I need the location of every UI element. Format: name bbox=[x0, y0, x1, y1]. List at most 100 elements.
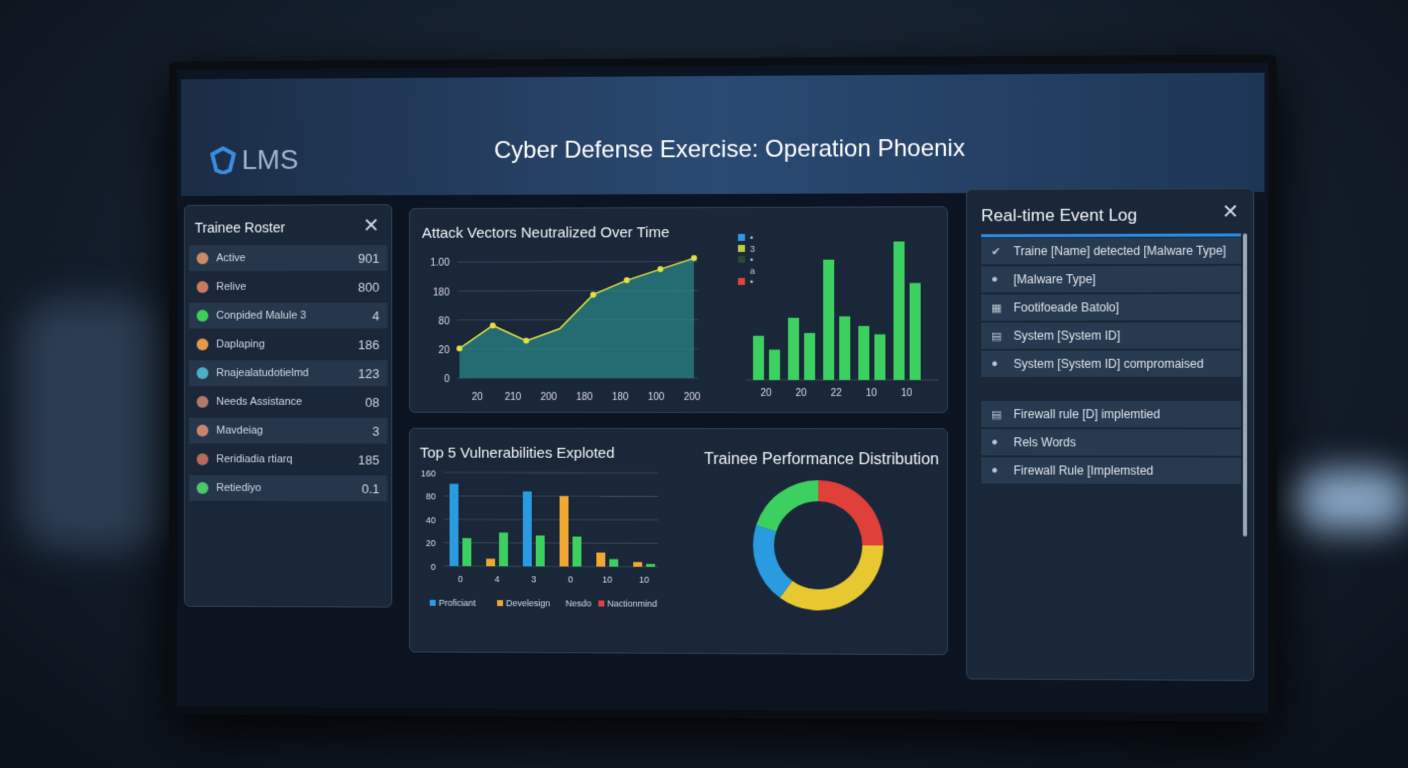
x-tick-label: 180 bbox=[612, 392, 629, 403]
bottom-charts-panel: Top 5 Vulnerabilities Exploted Trainee P… bbox=[409, 427, 948, 656]
roster-item-value: 901 bbox=[358, 250, 380, 266]
user-icon: ● bbox=[991, 464, 999, 477]
legend-label: Proficiant bbox=[439, 598, 477, 608]
roster-item[interactable]: Rnajealatudotielmd 123 bbox=[188, 360, 388, 387]
roster-item[interactable]: Retiediyo 0.1 bbox=[188, 475, 388, 502]
event-log-scrollbar[interactable] bbox=[1242, 233, 1248, 537]
avatar-icon bbox=[196, 281, 209, 293]
x-tick-label: 10 bbox=[901, 388, 913, 399]
background-blur bbox=[20, 300, 170, 550]
donut-slice bbox=[779, 545, 884, 611]
avatar-icon bbox=[196, 309, 209, 322]
data-point bbox=[623, 277, 630, 284]
logo-text: LMS bbox=[241, 143, 299, 175]
attack-area-chart: 0 20 80 180 1.00 20 210 200 180 180 100 200 bbox=[430, 238, 701, 403]
user-icon: ● bbox=[991, 436, 999, 449]
roster-item-label: Conpided Malule 3 bbox=[216, 309, 307, 322]
event-text: [Malware Type] bbox=[1013, 272, 1096, 287]
roster-close-button[interactable]: ✕ bbox=[362, 215, 380, 238]
x-tick-label: 10 bbox=[602, 575, 612, 585]
event-log-item[interactable]: ▤ System [System ID] bbox=[981, 322, 1241, 349]
monitor-screen: LMS Cyber Defense Exercise: Operation Ph… bbox=[169, 54, 1277, 722]
donut-slice bbox=[818, 480, 884, 546]
roster-item[interactable]: Mavdeiag 3 bbox=[188, 417, 388, 444]
legend-label: Nesdo bbox=[566, 598, 592, 608]
legend-label: • bbox=[750, 277, 753, 287]
event-log-item[interactable]: ● Rels Words bbox=[981, 429, 1241, 456]
avatar-icon bbox=[196, 453, 209, 466]
roster-item[interactable]: Conpided Malule 3 4 bbox=[188, 302, 388, 329]
bar bbox=[633, 562, 643, 567]
legend-label: • bbox=[750, 255, 753, 265]
roster-item-label: Active bbox=[216, 252, 246, 265]
legend-swatch bbox=[737, 244, 745, 252]
roster-item-value: 0.1 bbox=[361, 480, 380, 496]
x-tick-label: 200 bbox=[540, 392, 557, 403]
bar bbox=[647, 564, 656, 568]
event-log-item[interactable]: ● System [System ID] compromaised bbox=[981, 350, 1241, 377]
event-log-item[interactable]: ● Firewall Rule [Implemsted bbox=[981, 457, 1241, 484]
roster-item[interactable]: Daplaping 186 bbox=[189, 331, 388, 357]
x-tick-label: 4 bbox=[495, 574, 500, 584]
donut-slice bbox=[753, 525, 793, 598]
roster-item-value: 3 bbox=[372, 423, 380, 439]
roster-item-label: Mavdeiag bbox=[216, 424, 264, 437]
bar bbox=[462, 538, 472, 567]
bar bbox=[752, 335, 764, 380]
legend-label: Nactionmind bbox=[607, 599, 657, 609]
event-log-item[interactable]: ▦ Footifoeade Batolo] bbox=[981, 294, 1241, 321]
event-log-close-button[interactable]: ✕ bbox=[1221, 201, 1239, 224]
x-tick-label: 10 bbox=[866, 388, 878, 399]
x-tick-label: 210 bbox=[505, 392, 522, 403]
event-text: Traine [Name] detected [Malware Type] bbox=[1013, 243, 1227, 259]
y-tick-label: 20 bbox=[426, 539, 436, 549]
x-tick-label: 100 bbox=[648, 392, 665, 403]
bar bbox=[596, 552, 606, 567]
gridline bbox=[444, 519, 658, 520]
bar bbox=[804, 332, 816, 380]
performance-donut-chart bbox=[753, 480, 884, 611]
roster-item-label: Rnajealatudotielmd bbox=[216, 367, 309, 380]
bar bbox=[768, 349, 780, 380]
roster-item[interactable]: Reridiadia rtiarq 185 bbox=[189, 446, 388, 472]
roster-item-value: 4 bbox=[372, 308, 380, 323]
event-log-panel: Real-time Event Log ✕ ✔ Traine [Name] det… bbox=[966, 187, 1255, 682]
roster-item-value: 185 bbox=[358, 452, 380, 467]
bar bbox=[874, 334, 886, 380]
check-icon: ✔ bbox=[991, 245, 1001, 258]
bar bbox=[609, 559, 619, 567]
roster-item-label: Relive bbox=[216, 280, 247, 293]
roster-item-label: Reridiadia rtiarq bbox=[216, 453, 293, 466]
legend-swatch bbox=[497, 600, 504, 607]
attack-bar-chart: •3•a•20 20 22 10 10 bbox=[737, 233, 944, 399]
roster-item[interactable]: Needs Assistance 08 bbox=[189, 389, 388, 415]
event-log-item[interactable]: ● [Malware Type] bbox=[981, 265, 1241, 293]
data-point bbox=[590, 291, 597, 298]
bar bbox=[788, 317, 800, 380]
roster-item-label: Needs Assistance bbox=[216, 395, 303, 408]
vulnerabilities-bar-chart: 0 20 40 80 160 0 4 3 0 10 10 Proficiant Develesign Ne… bbox=[421, 468, 678, 609]
event-text: Firewall Rule [Implemsted bbox=[1013, 463, 1154, 478]
roster-item[interactable]: Relive 800 bbox=[189, 274, 388, 300]
x-tick-label: 10 bbox=[639, 575, 649, 585]
roster-item-value: 08 bbox=[365, 394, 380, 410]
bar bbox=[858, 325, 870, 380]
roster-item[interactable]: Active 901 bbox=[188, 244, 388, 272]
event-log-title: Real-time Event Log bbox=[981, 205, 1138, 226]
x-tick-label: 3 bbox=[531, 574, 536, 584]
bar bbox=[486, 558, 496, 567]
legend-swatch bbox=[737, 266, 745, 274]
bar bbox=[839, 316, 851, 380]
x-tick-label: 20 bbox=[760, 388, 772, 399]
event-log-item[interactable]: ▤ Firewall rule [D] implemtied bbox=[981, 401, 1241, 428]
logo: LMS bbox=[210, 144, 298, 176]
bar bbox=[572, 536, 582, 567]
event-text: System [System ID] bbox=[1013, 328, 1121, 343]
y-tick-label: 0 bbox=[444, 374, 450, 385]
event-log-item[interactable]: ✔ Traine [Name] detected [Malware Type] bbox=[981, 237, 1241, 265]
data-point bbox=[523, 337, 530, 344]
attack-vectors-panel: Attack Vectors Neutralized Over Time 0 20… bbox=[409, 206, 948, 414]
y-tick-label: 80 bbox=[439, 316, 450, 327]
gridline bbox=[444, 543, 658, 544]
y-tick-label: 1.00 bbox=[430, 258, 450, 269]
